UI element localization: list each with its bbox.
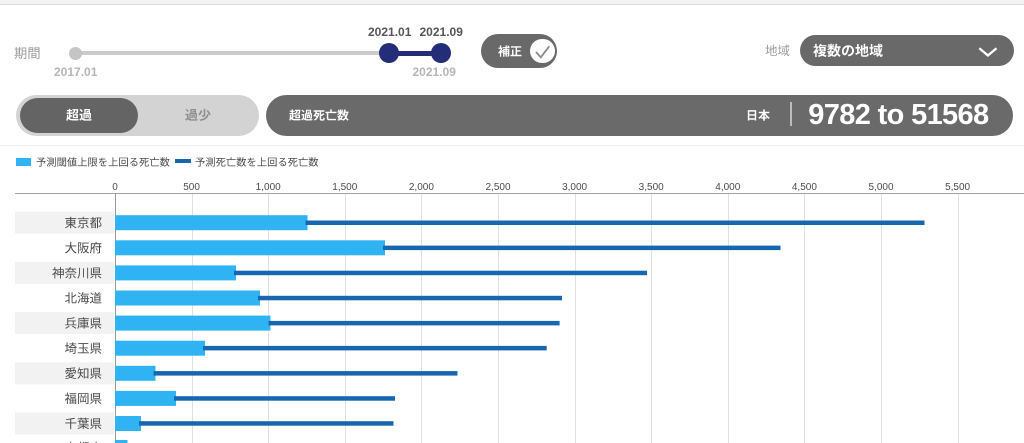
svg-text:3,500: 3,500 (639, 182, 664, 193)
svg-text:500: 500 (183, 182, 200, 193)
svg-text:4,000: 4,000 (715, 182, 740, 193)
svg-text:5,500: 5,500 (945, 182, 970, 193)
svg-text:4,500: 4,500 (792, 182, 817, 193)
svg-text:1,000: 1,000 (256, 182, 281, 193)
svg-text:2,500: 2,500 (485, 182, 510, 193)
svg-text:5,000: 5,000 (868, 182, 893, 193)
svg-text:2,000: 2,000 (409, 182, 434, 193)
svg-text:1,500: 1,500 (332, 182, 357, 193)
svg-text:3,000: 3,000 (562, 182, 587, 193)
svg-text:0: 0 (112, 182, 118, 193)
